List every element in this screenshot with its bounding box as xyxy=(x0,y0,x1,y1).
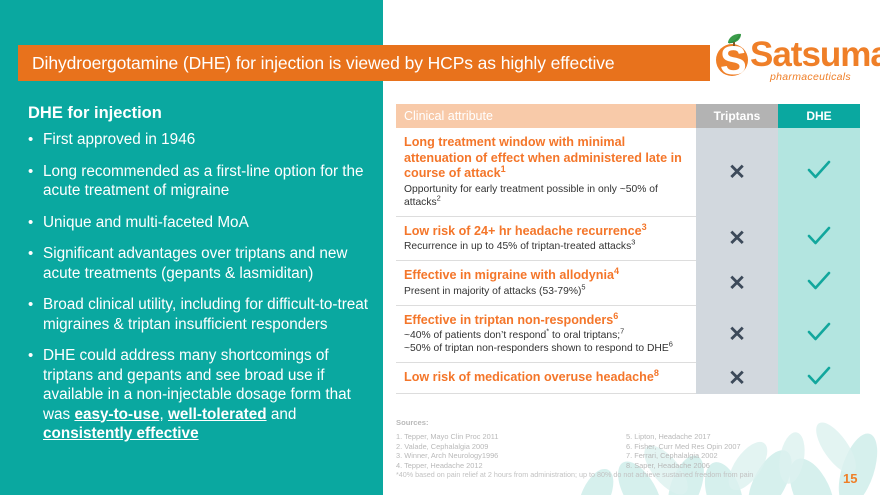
attribute-cell: Effective in triptan non-responders6 ~40%… xyxy=(396,305,696,363)
table-row: Effective in triptan non-responders6 ~40%… xyxy=(396,305,860,363)
bullet-marker-icon: • xyxy=(28,245,34,262)
logo-s-overlay-icon: S xyxy=(720,39,747,83)
dhe-cell xyxy=(778,128,860,217)
logo-mark-icon xyxy=(716,33,748,76)
table-row: Low risk of 24+ hr headache recurrence3 R… xyxy=(396,216,860,261)
bullet-text: DHE could address many shortcomings of t… xyxy=(43,347,351,442)
sources-columns: 1. Tepper, Mayo Clin Proc 2011 2. Valade,… xyxy=(396,432,866,470)
check-icon xyxy=(806,365,832,392)
attribute-title: Effective in triptan non-responders6 xyxy=(404,310,619,327)
attribute-cell: Low risk of medication overuse headache8 xyxy=(396,363,696,394)
logo-wordmark: Satsuma xyxy=(750,35,880,74)
sources-label: Sources: xyxy=(396,418,429,427)
left-section-heading: DHE for injection xyxy=(28,104,162,122)
table-header-row: Clinical attribute Triptans DHE xyxy=(396,104,860,128)
attribute-cell: Low risk of 24+ hr headache recurrence3 R… xyxy=(396,216,696,261)
check-icon xyxy=(806,270,832,297)
dhe-cell xyxy=(778,305,860,363)
bullet-item: • DHE could address many shortcomings of … xyxy=(28,346,373,444)
bullet-marker-icon: • xyxy=(28,162,34,180)
bullet-item: • Long recommended as a first-line option… xyxy=(28,162,373,201)
svg-text:S: S xyxy=(720,39,747,83)
source-entry: 8. Saper, Headache 2006 xyxy=(626,460,710,470)
attribute-cell: Effective in migraine with allodynia4 Pre… xyxy=(396,261,696,306)
cross-icon: ✕ xyxy=(728,322,746,346)
cross-icon: ✕ xyxy=(728,160,746,184)
left-teal-panel xyxy=(0,0,383,495)
slide-title-bar: Dihydroergotamine (DHE) for injection is… xyxy=(18,45,710,81)
source-entry: 5. Lipton, Headache 2017 xyxy=(626,432,711,441)
attribute-cell: Long treatment window with minimal atten… xyxy=(396,128,696,217)
bullet-marker-icon: • xyxy=(28,213,34,231)
source-entry: 4. Tepper, Headache 2012 xyxy=(396,460,483,470)
dhe-bullet-list: • First approved in 1946 • Long recommended… xyxy=(28,130,373,456)
bullet-item: • Significant advantages over triptans an… xyxy=(28,244,373,283)
bullet-marker-icon: • xyxy=(28,131,34,148)
cross-icon: ✕ xyxy=(728,227,746,251)
satsuma-logo: Satsuma pharmaceuticals S xyxy=(712,30,880,88)
dhe-cell xyxy=(778,261,860,306)
attribute-subtext: Present in majority of attacks (53-79%)5 xyxy=(404,282,586,297)
bullet-marker-icon: • xyxy=(28,347,34,364)
table-row: Long treatment window with minimal atten… xyxy=(396,128,860,217)
attribute-title: Long treatment window with minimal atten… xyxy=(404,135,682,180)
source-entry: 7. Ferrari, Cephalalgia 2002 xyxy=(626,451,718,461)
triptans-cell: ✕ xyxy=(696,305,778,363)
table-body: Long treatment window with minimal atten… xyxy=(396,128,860,394)
bullet-marker-icon: • xyxy=(28,296,34,313)
page-number: 15 xyxy=(843,471,858,486)
attribute-subtext: ~40% of patients don’t respond* to oral … xyxy=(404,326,673,354)
bullet-text: Long recommended as a first-line option … xyxy=(43,162,364,200)
table-row: Low risk of medication overuse headache8… xyxy=(396,363,860,394)
cross-icon: ✕ xyxy=(728,366,746,390)
cross-icon: ✕ xyxy=(728,271,746,295)
check-icon xyxy=(806,225,832,252)
attribute-title: Low risk of medication overuse headache8 xyxy=(404,367,659,384)
header-triptans: Triptans xyxy=(696,104,778,128)
source-entry: 3. Winner, Arch Neurology1996 xyxy=(396,451,499,461)
logo-tagline: pharmaceuticals xyxy=(770,71,851,83)
source-entry: 2. Valade, Cephalalgia 2009 xyxy=(396,441,489,451)
attribute-title: Effective in migraine with allodynia4 xyxy=(404,265,619,282)
attribute-subtext: Opportunity for early treatment possible… xyxy=(404,183,658,208)
triptans-cell: ✕ xyxy=(696,261,778,306)
triptans-cell: ✕ xyxy=(696,128,778,217)
bullet-item: • Broad clinical utility, including for d… xyxy=(28,295,373,334)
bullet-text: Broad clinical utility, including for di… xyxy=(43,296,369,333)
table-row: Effective in migraine with allodynia4 Pre… xyxy=(396,261,860,306)
dhe-cell xyxy=(778,363,860,394)
header-dhe: DHE xyxy=(778,104,860,128)
page-title: Dihydroergotamine (DHE) for injection is… xyxy=(32,52,615,73)
bullet-text: Significant advantages over triptans and… xyxy=(43,245,348,282)
triptans-cell: ✕ xyxy=(696,216,778,261)
bullet-item: • Unique and multi-faceted MoA xyxy=(28,213,373,233)
sources-column-right: 5. Lipton, Headache 2017 6. Fisher, Curr … xyxy=(626,432,741,470)
sources-column-left: 1. Tepper, Mayo Clin Proc 2011 2. Valade,… xyxy=(396,432,626,470)
bullet-item: • First approved in 1946 xyxy=(28,130,373,150)
attribute-subtext: Recurrence in up to 45% of triptan-treat… xyxy=(404,237,636,252)
check-icon xyxy=(806,321,832,348)
source-entry: 6. Fisher, Curr Med Res Opin 2007 xyxy=(626,441,741,451)
source-entry: 1. Tepper, Mayo Clin Proc 2011 xyxy=(396,432,499,441)
dhe-cell xyxy=(778,216,860,261)
triptans-cell: ✕ xyxy=(696,363,778,394)
bullet-text: Unique and multi-faceted MoA xyxy=(43,213,249,231)
footnote-text: *40% based on pain relief at 2 hours fro… xyxy=(396,470,754,479)
bullet-text: First approved in 1946 xyxy=(43,131,196,148)
attribute-title: Low risk of 24+ hr headache recurrence3 xyxy=(404,221,647,238)
header-clinical-attribute: Clinical attribute xyxy=(396,104,696,128)
check-icon xyxy=(806,159,832,186)
comparison-table: Clinical attribute Triptans DHE Long tre… xyxy=(396,104,860,394)
sources-block: Sources: 1. Tepper, Mayo Clin Proc 2011 2… xyxy=(396,418,866,470)
